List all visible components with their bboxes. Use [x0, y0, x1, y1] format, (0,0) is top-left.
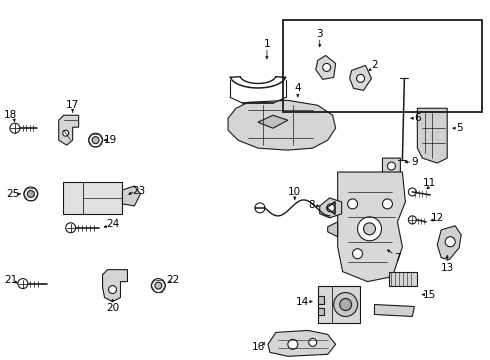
Polygon shape — [228, 100, 336, 150]
Bar — [390, 272, 417, 285]
Circle shape — [24, 187, 38, 201]
Text: 1: 1 — [264, 39, 270, 49]
Text: 12: 12 — [431, 213, 444, 223]
Text: 20: 20 — [106, 302, 119, 312]
Circle shape — [10, 123, 20, 133]
Text: 3: 3 — [317, 28, 323, 39]
Circle shape — [92, 137, 99, 144]
Text: 7: 7 — [394, 253, 401, 263]
Circle shape — [151, 279, 165, 293]
Text: 19: 19 — [104, 135, 117, 145]
Text: 11: 11 — [423, 178, 436, 188]
Circle shape — [383, 199, 392, 209]
Circle shape — [288, 339, 298, 349]
Polygon shape — [268, 330, 336, 356]
Text: 23: 23 — [132, 186, 145, 196]
Text: 15: 15 — [423, 289, 436, 300]
Circle shape — [334, 293, 358, 316]
Bar — [283, 21, 482, 112]
Circle shape — [340, 298, 352, 310]
Bar — [318, 285, 360, 323]
Text: 24: 24 — [106, 219, 119, 229]
Polygon shape — [328, 222, 338, 237]
Polygon shape — [338, 172, 405, 282]
Polygon shape — [59, 115, 78, 145]
Circle shape — [358, 217, 382, 241]
Text: 9: 9 — [411, 157, 417, 167]
Bar — [318, 307, 324, 315]
Text: 17: 17 — [66, 100, 79, 110]
Circle shape — [27, 190, 34, 197]
Polygon shape — [316, 55, 336, 80]
Text: 16: 16 — [251, 342, 265, 352]
Polygon shape — [122, 186, 141, 206]
Circle shape — [255, 203, 265, 213]
Text: 13: 13 — [441, 263, 454, 273]
Polygon shape — [417, 108, 447, 163]
Circle shape — [357, 75, 365, 82]
Text: 22: 22 — [167, 275, 180, 285]
Circle shape — [63, 130, 69, 136]
Polygon shape — [383, 158, 400, 176]
Bar — [318, 296, 324, 303]
Circle shape — [89, 133, 102, 147]
Polygon shape — [374, 305, 415, 316]
Text: 4: 4 — [294, 84, 301, 93]
Circle shape — [408, 188, 416, 196]
Polygon shape — [102, 270, 127, 302]
Circle shape — [66, 223, 75, 233]
Circle shape — [108, 285, 117, 293]
Text: 14: 14 — [296, 297, 309, 306]
Polygon shape — [349, 66, 371, 90]
Circle shape — [347, 199, 358, 209]
Text: 18: 18 — [4, 110, 18, 120]
Polygon shape — [258, 115, 288, 128]
Text: 21: 21 — [4, 275, 18, 285]
Circle shape — [364, 223, 375, 235]
Text: 25: 25 — [6, 189, 20, 199]
Circle shape — [445, 237, 455, 247]
Polygon shape — [437, 226, 461, 260]
Circle shape — [353, 249, 363, 259]
Text: 5: 5 — [456, 123, 463, 133]
Circle shape — [155, 282, 162, 289]
Circle shape — [323, 63, 331, 71]
Polygon shape — [319, 198, 342, 218]
Text: 10: 10 — [288, 187, 301, 197]
Text: 6: 6 — [414, 113, 420, 123]
Circle shape — [309, 338, 317, 346]
Text: 2: 2 — [371, 60, 378, 71]
Text: 8: 8 — [308, 200, 315, 210]
Circle shape — [18, 279, 28, 289]
Circle shape — [388, 162, 395, 170]
Circle shape — [408, 216, 416, 224]
Circle shape — [327, 204, 335, 212]
Bar — [63, 182, 122, 214]
